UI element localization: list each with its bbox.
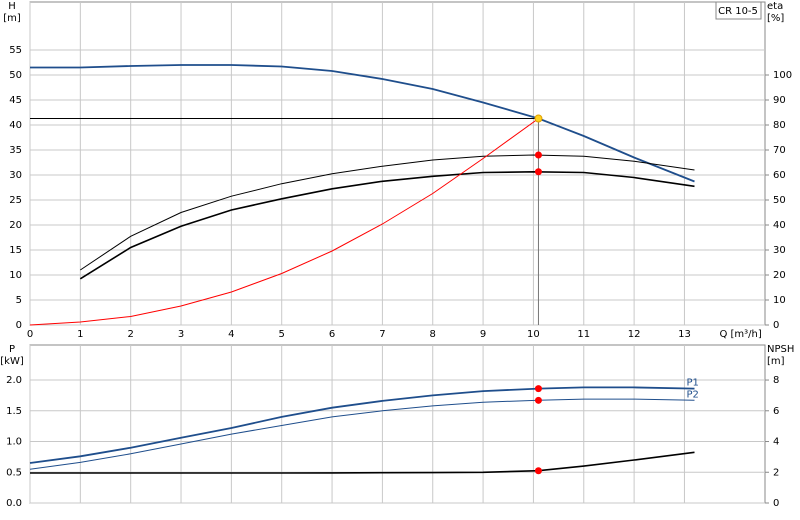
y2-tick-label: 90 xyxy=(773,95,786,106)
y-tick-label: 45 xyxy=(9,95,22,106)
y-tick-label: 15 xyxy=(9,245,22,256)
y2-tick-label: 40 xyxy=(773,220,786,231)
curve xyxy=(80,154,695,271)
operating-point xyxy=(534,385,542,393)
y-tick-label: 20 xyxy=(9,220,22,231)
curve xyxy=(79,170,695,280)
y2-tick-label: 0 xyxy=(773,498,779,509)
x-tick-label: 5 xyxy=(279,329,285,340)
plot-area xyxy=(29,1,766,326)
x-tick-label: 10 xyxy=(527,329,540,340)
y-axis-label: [kW] xyxy=(0,356,24,367)
x-tick-label: 11 xyxy=(577,329,590,340)
x-tick-label: 6 xyxy=(329,329,335,340)
x-tick-label: 0 xyxy=(27,329,33,340)
curve xyxy=(29,386,695,464)
y2-tick-label: 60 xyxy=(773,170,786,181)
x-tick-label: 12 xyxy=(628,329,641,340)
x-axis-label: Q [m³/h] xyxy=(719,329,761,340)
x-tick-label: 1 xyxy=(77,329,83,340)
y-axis-label: P xyxy=(9,344,15,355)
y2-tick-label: 2 xyxy=(773,467,779,478)
y-tick-label: 2.0 xyxy=(6,375,22,386)
x-tick-label: 2 xyxy=(127,329,133,340)
y-tick-label: 0.5 xyxy=(6,467,22,478)
y-tick-label: 55 xyxy=(9,45,22,56)
y-tick-label: 25 xyxy=(9,195,22,206)
y2-tick-label: 20 xyxy=(773,270,786,281)
y2-tick-label: 10 xyxy=(773,295,786,306)
series-label: P2 xyxy=(687,389,699,400)
x-tick-label: 13 xyxy=(678,329,691,340)
y2-tick-label: 0 xyxy=(773,320,779,331)
label-box xyxy=(715,1,762,20)
x-tick-label: 3 xyxy=(178,329,184,340)
x-tick-label: 9 xyxy=(480,329,486,340)
y-tick-label: 30 xyxy=(9,170,22,181)
y-tick-label: 5 xyxy=(16,295,22,306)
y-tick-label: 1.5 xyxy=(6,406,22,417)
model-label: CR 10-5 xyxy=(718,6,758,17)
y2-tick-label: 70 xyxy=(773,145,786,156)
y-axis-label: H xyxy=(8,1,16,12)
y2-tick-label: 100 xyxy=(773,70,792,81)
curve xyxy=(30,64,695,183)
y-axis-label: [m] xyxy=(3,13,21,24)
y-tick-label: 0.0 xyxy=(6,498,22,509)
y2-axis-label: [m] xyxy=(767,356,785,367)
operating-point xyxy=(534,467,542,475)
y2-tick-label: 30 xyxy=(773,245,786,256)
x-tick-label: 4 xyxy=(228,329,234,340)
operating-point xyxy=(534,396,542,404)
curve xyxy=(29,398,695,470)
y2-tick-label: 80 xyxy=(773,120,786,131)
operating-point xyxy=(534,151,542,159)
curve xyxy=(30,451,695,474)
plot-area xyxy=(29,344,766,504)
y-tick-label: 0 xyxy=(16,320,22,331)
y2-tick-label: 50 xyxy=(773,195,786,206)
operating-point xyxy=(534,114,543,123)
y-tick-label: 40 xyxy=(9,120,22,131)
y-tick-label: 1.0 xyxy=(6,437,22,448)
y2-axis-label: eta xyxy=(767,1,783,12)
operating-point xyxy=(534,168,542,176)
y2-axis-label: [%] xyxy=(767,13,784,24)
y2-tick-label: 6 xyxy=(773,406,779,417)
series-label: P1 xyxy=(687,378,699,389)
y2-axis-label: NPSH xyxy=(767,344,794,355)
curve xyxy=(29,118,539,326)
y2-tick-label: 8 xyxy=(773,375,779,386)
y-tick-label: 35 xyxy=(9,145,22,156)
y-tick-label: 10 xyxy=(9,270,22,281)
y2-tick-label: 4 xyxy=(773,437,779,448)
x-tick-label: 7 xyxy=(379,329,385,340)
x-tick-label: 8 xyxy=(430,329,436,340)
y-tick-label: 50 xyxy=(9,70,22,81)
